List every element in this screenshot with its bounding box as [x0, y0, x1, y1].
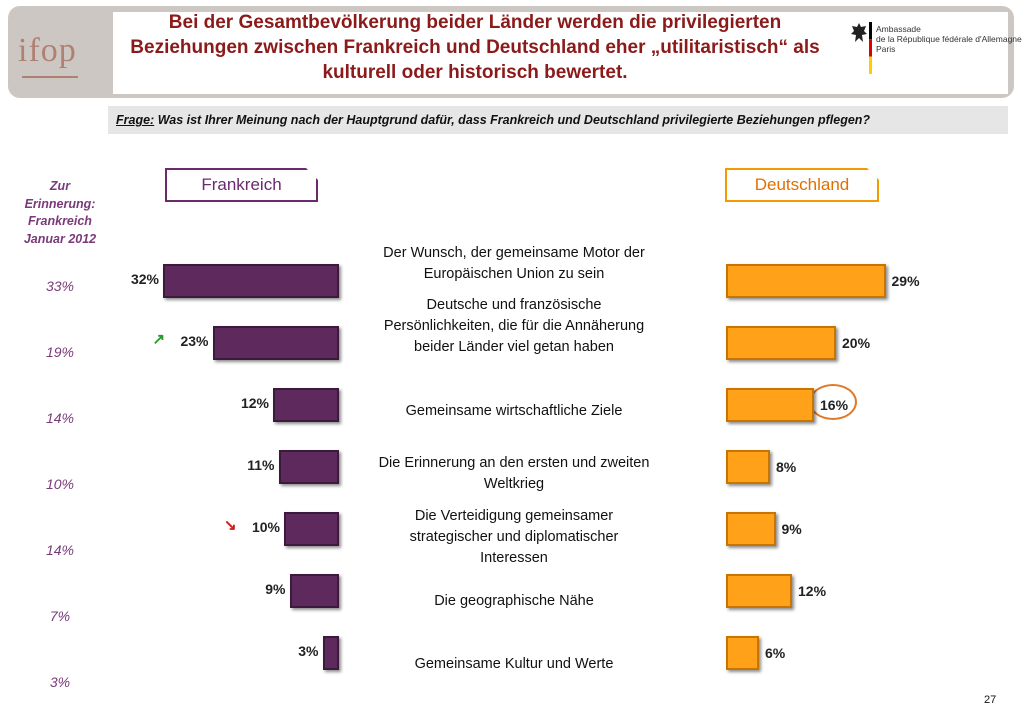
bar-deutschland	[726, 450, 770, 484]
reminder-value: 10%	[45, 476, 75, 492]
category-label: Die Verteidigung gemeinsamer strategisch…	[409, 507, 619, 566]
value-label-frankreich: 32%	[130, 271, 159, 287]
bar-frankreich	[284, 512, 339, 546]
category-label: Der Wunsch, der gemeinsame Motor der Eur…	[383, 245, 645, 282]
trend-down-arrow-icon: ↘	[224, 517, 237, 534]
question-text: Was ist Ihrer Meinung nach der Hauptgrun…	[157, 113, 871, 127]
reminder-value: 7%	[49, 608, 71, 624]
bar-deutschland	[726, 326, 836, 360]
value-label-frankreich: 10%	[251, 519, 280, 535]
reminder-heading: Zur Erinnerung: Frankreich Januar 2012	[23, 179, 97, 246]
value-label-deutschland: 8%	[776, 459, 797, 475]
value-label-deutschland: 16%	[820, 397, 849, 413]
bar-frankreich	[273, 388, 339, 422]
bar-frankreich	[278, 450, 339, 484]
logo-underline	[22, 76, 78, 78]
value-label-deutschland: 12%	[798, 583, 827, 599]
value-label-deutschland: 6%	[765, 645, 786, 661]
reminder-value: 33%	[45, 278, 75, 294]
trend-up-arrow-icon: ↗	[152, 331, 166, 348]
reminder-value: 19%	[45, 344, 75, 360]
embassy-text: Ambassade de la République fédérale d'Al…	[876, 24, 1022, 54]
category-label: Die Erinnerung an den ersten und zweiten…	[378, 455, 650, 492]
value-label-deutschland: 9%	[781, 521, 802, 537]
category-label: Deutsche und französische Persönlichkeit…	[383, 297, 645, 355]
page-number: 27	[984, 694, 997, 706]
german-flag-stripe	[869, 22, 872, 74]
bar-deutschland	[726, 574, 792, 608]
bar-deutschland	[726, 636, 759, 670]
eagle-emblem-icon	[851, 23, 867, 42]
value-label-frankreich: 23%	[180, 333, 209, 349]
question-label: Frage:	[116, 113, 155, 127]
category-label: Die geographische Nähe	[434, 592, 594, 609]
bar-frankreich	[322, 636, 339, 670]
reminder-value: 14%	[45, 410, 75, 426]
bar-deutschland	[726, 388, 814, 422]
bar-deutschland	[726, 512, 776, 546]
value-label-deutschland: 29%	[891, 273, 920, 289]
reminder-value: 14%	[45, 542, 75, 558]
page-title: Bei der Gesamtbevölkerung beider Länder …	[130, 12, 820, 83]
bar-frankreich	[163, 264, 339, 298]
category-label: Gemeinsame Kultur und Werte	[414, 655, 614, 672]
bar-frankreich	[212, 326, 339, 360]
value-label-frankreich: 12%	[240, 395, 269, 411]
value-label-deutschland: 20%	[842, 335, 871, 351]
ifop-logo: ifop	[18, 32, 77, 69]
tab-deutschland: Deutschland	[725, 168, 879, 202]
value-label-frankreich: 11%	[247, 457, 275, 473]
tab-frankreich: Frankreich	[165, 168, 318, 202]
value-label-frankreich: 3%	[298, 643, 319, 659]
bar-frankreich	[289, 574, 339, 608]
reminder-value: 3%	[49, 674, 71, 690]
question-bar: Frage: Was ist Ihrer Meinung nach der Ha…	[108, 106, 1008, 134]
bar-deutschland	[726, 264, 886, 298]
value-label-frankreich: 9%	[265, 581, 286, 597]
category-label: Gemeinsame wirtschaftliche Ziele	[405, 402, 623, 419]
